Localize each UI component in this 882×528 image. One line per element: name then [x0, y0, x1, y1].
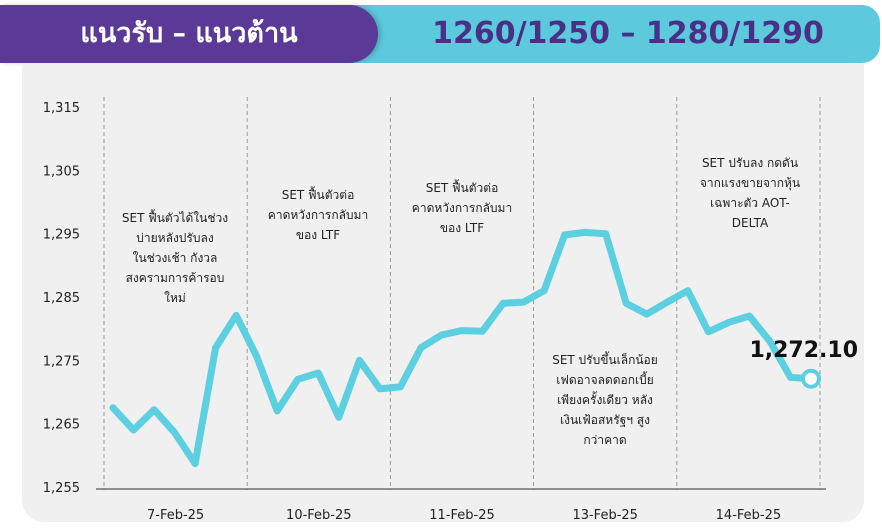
levels-banner	[300, 5, 880, 63]
y-tick-label: 1,315	[43, 101, 80, 116]
x-tick-label: 11-Feb-25	[429, 508, 494, 523]
title-banner	[0, 5, 378, 63]
y-tick-label: 1,255	[43, 481, 80, 496]
y-tick-label: 1,275	[43, 354, 80, 369]
annotation-text: SET ปรับลง กดดันจากแรงขายจากหุ้นเฉพาะตัว…	[700, 156, 800, 230]
annotation-text: SET ฟื้นตัวต่อคาดหวังการกลับมาของ LTF	[268, 186, 368, 242]
x-tick-label: 10-Feb-25	[286, 508, 351, 523]
x-tick-label: 7-Feb-25	[147, 508, 204, 523]
y-tick-label: 1,285	[43, 291, 80, 306]
annotation-text: SET ปรับขึ้นเล็กน้อยเฟดอาจลดดอกเบี้ยเพีย…	[552, 351, 658, 447]
x-tick-label: 14-Feb-25	[716, 508, 781, 523]
annotation-text: SET ฟื้นตัวได้ในช่วงบ่ายหลังปรับลงในช่วง…	[122, 209, 228, 305]
series-line	[109, 228, 815, 468]
y-tick-label: 1,305	[43, 164, 80, 179]
support-resistance-levels: 1260/1250 – 1280/1290	[432, 16, 824, 51]
x-tick-label: 13-Feb-25	[572, 508, 637, 523]
chart-panel	[22, 64, 864, 522]
y-tick-label: 1,295	[43, 228, 80, 243]
page-title: แนวรับ – แนวต้าน	[80, 18, 298, 49]
y-tick-label: 1,265	[43, 418, 80, 433]
last-point-marker	[801, 368, 821, 389]
last-value-label: 1,272.10	[749, 338, 858, 363]
annotation-text: SET ฟื้นตัวต่อคาดหวังการกลับมาของ LTF	[412, 179, 512, 235]
